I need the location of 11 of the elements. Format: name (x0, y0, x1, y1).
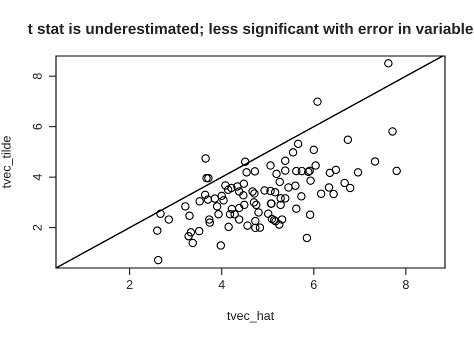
y-tick-label: 8 (32, 73, 42, 80)
y-axis-title: tvec_tilde (1, 136, 13, 188)
y-tick-label: 2 (32, 224, 42, 230)
x-axis-title: tvec_hat (227, 310, 274, 322)
x-tick-label: 6 (310, 280, 317, 289)
chart-title: t stat is underestimated; less significant with error in variable (28, 22, 473, 38)
y-tick-label: 6 (32, 124, 42, 130)
y-tick-label: 4 (33, 174, 42, 180)
x-tick-label: 4 (218, 280, 225, 289)
x-tick-label: 8 (402, 280, 409, 289)
x-tick-label: 2 (126, 280, 133, 289)
